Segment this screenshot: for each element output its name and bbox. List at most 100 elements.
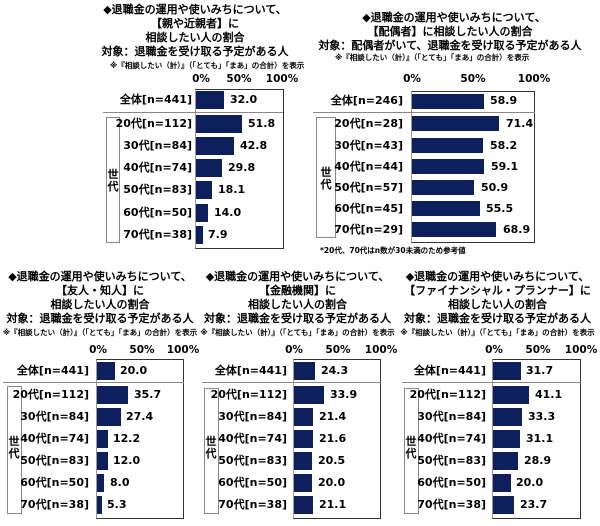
- row-label: 70代[n=29]: [334, 223, 403, 236]
- bar: [294, 452, 312, 470]
- row-label: 40代[n=74]: [20, 432, 89, 445]
- tick-0: 0%: [485, 344, 503, 356]
- row-label: 20代[n=112]: [115, 117, 192, 130]
- bar-value: 55.5: [486, 202, 514, 215]
- bar: [196, 226, 203, 244]
- group-label: 世代: [205, 435, 217, 460]
- row-label: 60代[n=50]: [417, 476, 486, 489]
- title-line: 相談したい人の割合: [248, 298, 347, 311]
- row-label: 30代[n=84]: [20, 410, 89, 423]
- bar: [493, 386, 530, 404]
- chart-financial-planner: ◆退職金の運用や使いみちについて、 【ファイナンシャル・プランナー】に 相談した…: [395, 260, 600, 526]
- bar-value: 7.9: [208, 228, 228, 241]
- group-bracket: [316, 117, 336, 238]
- separator: [313, 112, 535, 113]
- bar: [493, 452, 519, 470]
- bar-value: 27.4: [126, 410, 154, 423]
- bar-value: 20.0: [516, 476, 544, 489]
- title-line: 【金融機関】に: [259, 284, 336, 297]
- bar: [412, 222, 497, 237]
- bar-value: 21.6: [319, 432, 347, 445]
- bar: [196, 159, 223, 177]
- bar: [97, 474, 104, 492]
- bar-value: 59.1: [491, 160, 519, 173]
- row-label: 70代[n=38]: [20, 498, 89, 511]
- bar: [294, 496, 313, 514]
- tick-0: 0%: [285, 344, 303, 356]
- bar: [196, 115, 242, 133]
- row-label: 20代[n=112]: [409, 388, 486, 401]
- group-bracket: [204, 388, 219, 514]
- chart-note: ※『相談したい（計）』（「とても」「まあ」の合計）を表示: [200, 328, 395, 337]
- bar-value: 71.4: [506, 117, 534, 130]
- title-line: 対象：退職金を受け取る予定がある人: [204, 312, 391, 325]
- bar-value: 33.3: [528, 410, 556, 423]
- row-label: 40代[n=74]: [123, 161, 192, 174]
- title-line: ◆退職金の運用や使いみちについて、: [405, 270, 590, 283]
- bar: [196, 181, 212, 199]
- separator: [3, 382, 184, 383]
- bar: [294, 362, 316, 380]
- bar: [294, 430, 313, 448]
- bar-value: 41.1: [535, 388, 563, 401]
- chart-note: ※『相談したい（計）』（「とても」「まあ」の合計）を表示: [400, 328, 595, 337]
- title-line: 対象：退職金を受け取る予定がある人: [6, 312, 194, 325]
- row-label: 全体[n=441]: [214, 364, 287, 377]
- plot-area: [96, 359, 184, 519]
- bar: [294, 474, 312, 492]
- row-label: 40代[n=44]: [334, 160, 403, 173]
- bar: [493, 496, 514, 514]
- row-label: 全体[n=441]: [119, 93, 192, 106]
- bar: [97, 408, 122, 426]
- footnote: *20代、70代はn数が30未満のため参考値: [320, 246, 466, 255]
- tick-50: 50%: [460, 73, 486, 85]
- separator: [402, 382, 581, 383]
- title-line: 対象：配偶者がいて、退職金を受け取る予定がある人: [318, 39, 582, 52]
- row-label: 50代[n=83]: [417, 454, 486, 467]
- title-line: 【友人・知人】に: [56, 284, 144, 297]
- row-label: 40代[n=74]: [218, 432, 287, 445]
- bar-value: 50.9: [481, 181, 509, 194]
- chart-friends: ◆退職金の運用や使いみちについて、 【友人・知人】に 相談したい人の割合 対象：…: [0, 260, 200, 526]
- bar-value: 31.7: [526, 364, 554, 377]
- chart-financial-institution: ◆退職金の運用や使いみちについて、 【金融機関】に 相談したい人の割合 対象：退…: [195, 260, 400, 526]
- title-line: 対象：退職金を受け取る予定がある人: [101, 45, 289, 58]
- group-bracket: [404, 388, 419, 514]
- bar: [97, 452, 108, 470]
- bar: [196, 204, 209, 222]
- row-label: 30代[n=84]: [218, 410, 287, 423]
- bar-value: 24.3: [321, 364, 349, 377]
- bar: [97, 496, 102, 514]
- bar-value: 33.9: [330, 388, 358, 401]
- bar-value: 21.1: [319, 498, 347, 511]
- bar: [294, 408, 313, 426]
- group-bracket: [7, 386, 22, 514]
- title-line: ◆退職金の運用や使いみちについて、: [362, 11, 546, 24]
- chart-note: ※『相談したい（計）』（「とても」「まあ」の合計）を表示: [335, 53, 530, 62]
- bar-value: 51.8: [248, 117, 276, 130]
- row-label: 50代[n=83]: [123, 183, 192, 196]
- bar: [412, 180, 475, 195]
- row-label: 50代[n=83]: [218, 454, 287, 467]
- bar: [493, 474, 511, 492]
- row-label: 全体[n=246]: [330, 94, 403, 107]
- chart-note: ※『相談したい（計）』（「とても」「まあ」の合計）を表示: [110, 61, 305, 70]
- chart-title: ◆退職金の運用や使いみちについて、 【金融機関】に 相談したい人の割合 対象：退…: [195, 270, 400, 326]
- tick-100: 100%: [166, 344, 200, 356]
- title-line: 【親や近親者】に: [151, 17, 239, 30]
- chart-title: ◆退職金の運用や使いみちについて、 【ファイナンシャル・プランナー】に 相談した…: [395, 270, 600, 326]
- tick-0: 0%: [403, 73, 421, 85]
- bar: [493, 430, 521, 448]
- row-label: 全体[n=441]: [16, 364, 89, 377]
- bar-value: 23.7: [520, 498, 548, 511]
- row-label: 60代[n=50]: [20, 476, 89, 489]
- bar-value: 28.9: [524, 454, 552, 467]
- row-label: 70代[n=38]: [123, 228, 192, 241]
- bar-value: 58.9: [490, 94, 518, 107]
- chart-title: ◆退職金の運用や使いみちについて、 【友人・知人】に 相談したい人の割合 対象：…: [0, 270, 200, 326]
- bar-value: 21.4: [319, 410, 347, 423]
- chart-title: ◆退職金の運用や使いみちについて、 【親や近親者】に 相談したい人の割合 対象：…: [0, 3, 300, 59]
- row-label: 20代[n=28]: [334, 117, 403, 130]
- chart-parents-relatives: ◆退職金の運用や使いみちについて、 【親や近親者】に 相談したい人の割合 対象：…: [0, 0, 305, 260]
- tick-50: 50%: [226, 73, 252, 85]
